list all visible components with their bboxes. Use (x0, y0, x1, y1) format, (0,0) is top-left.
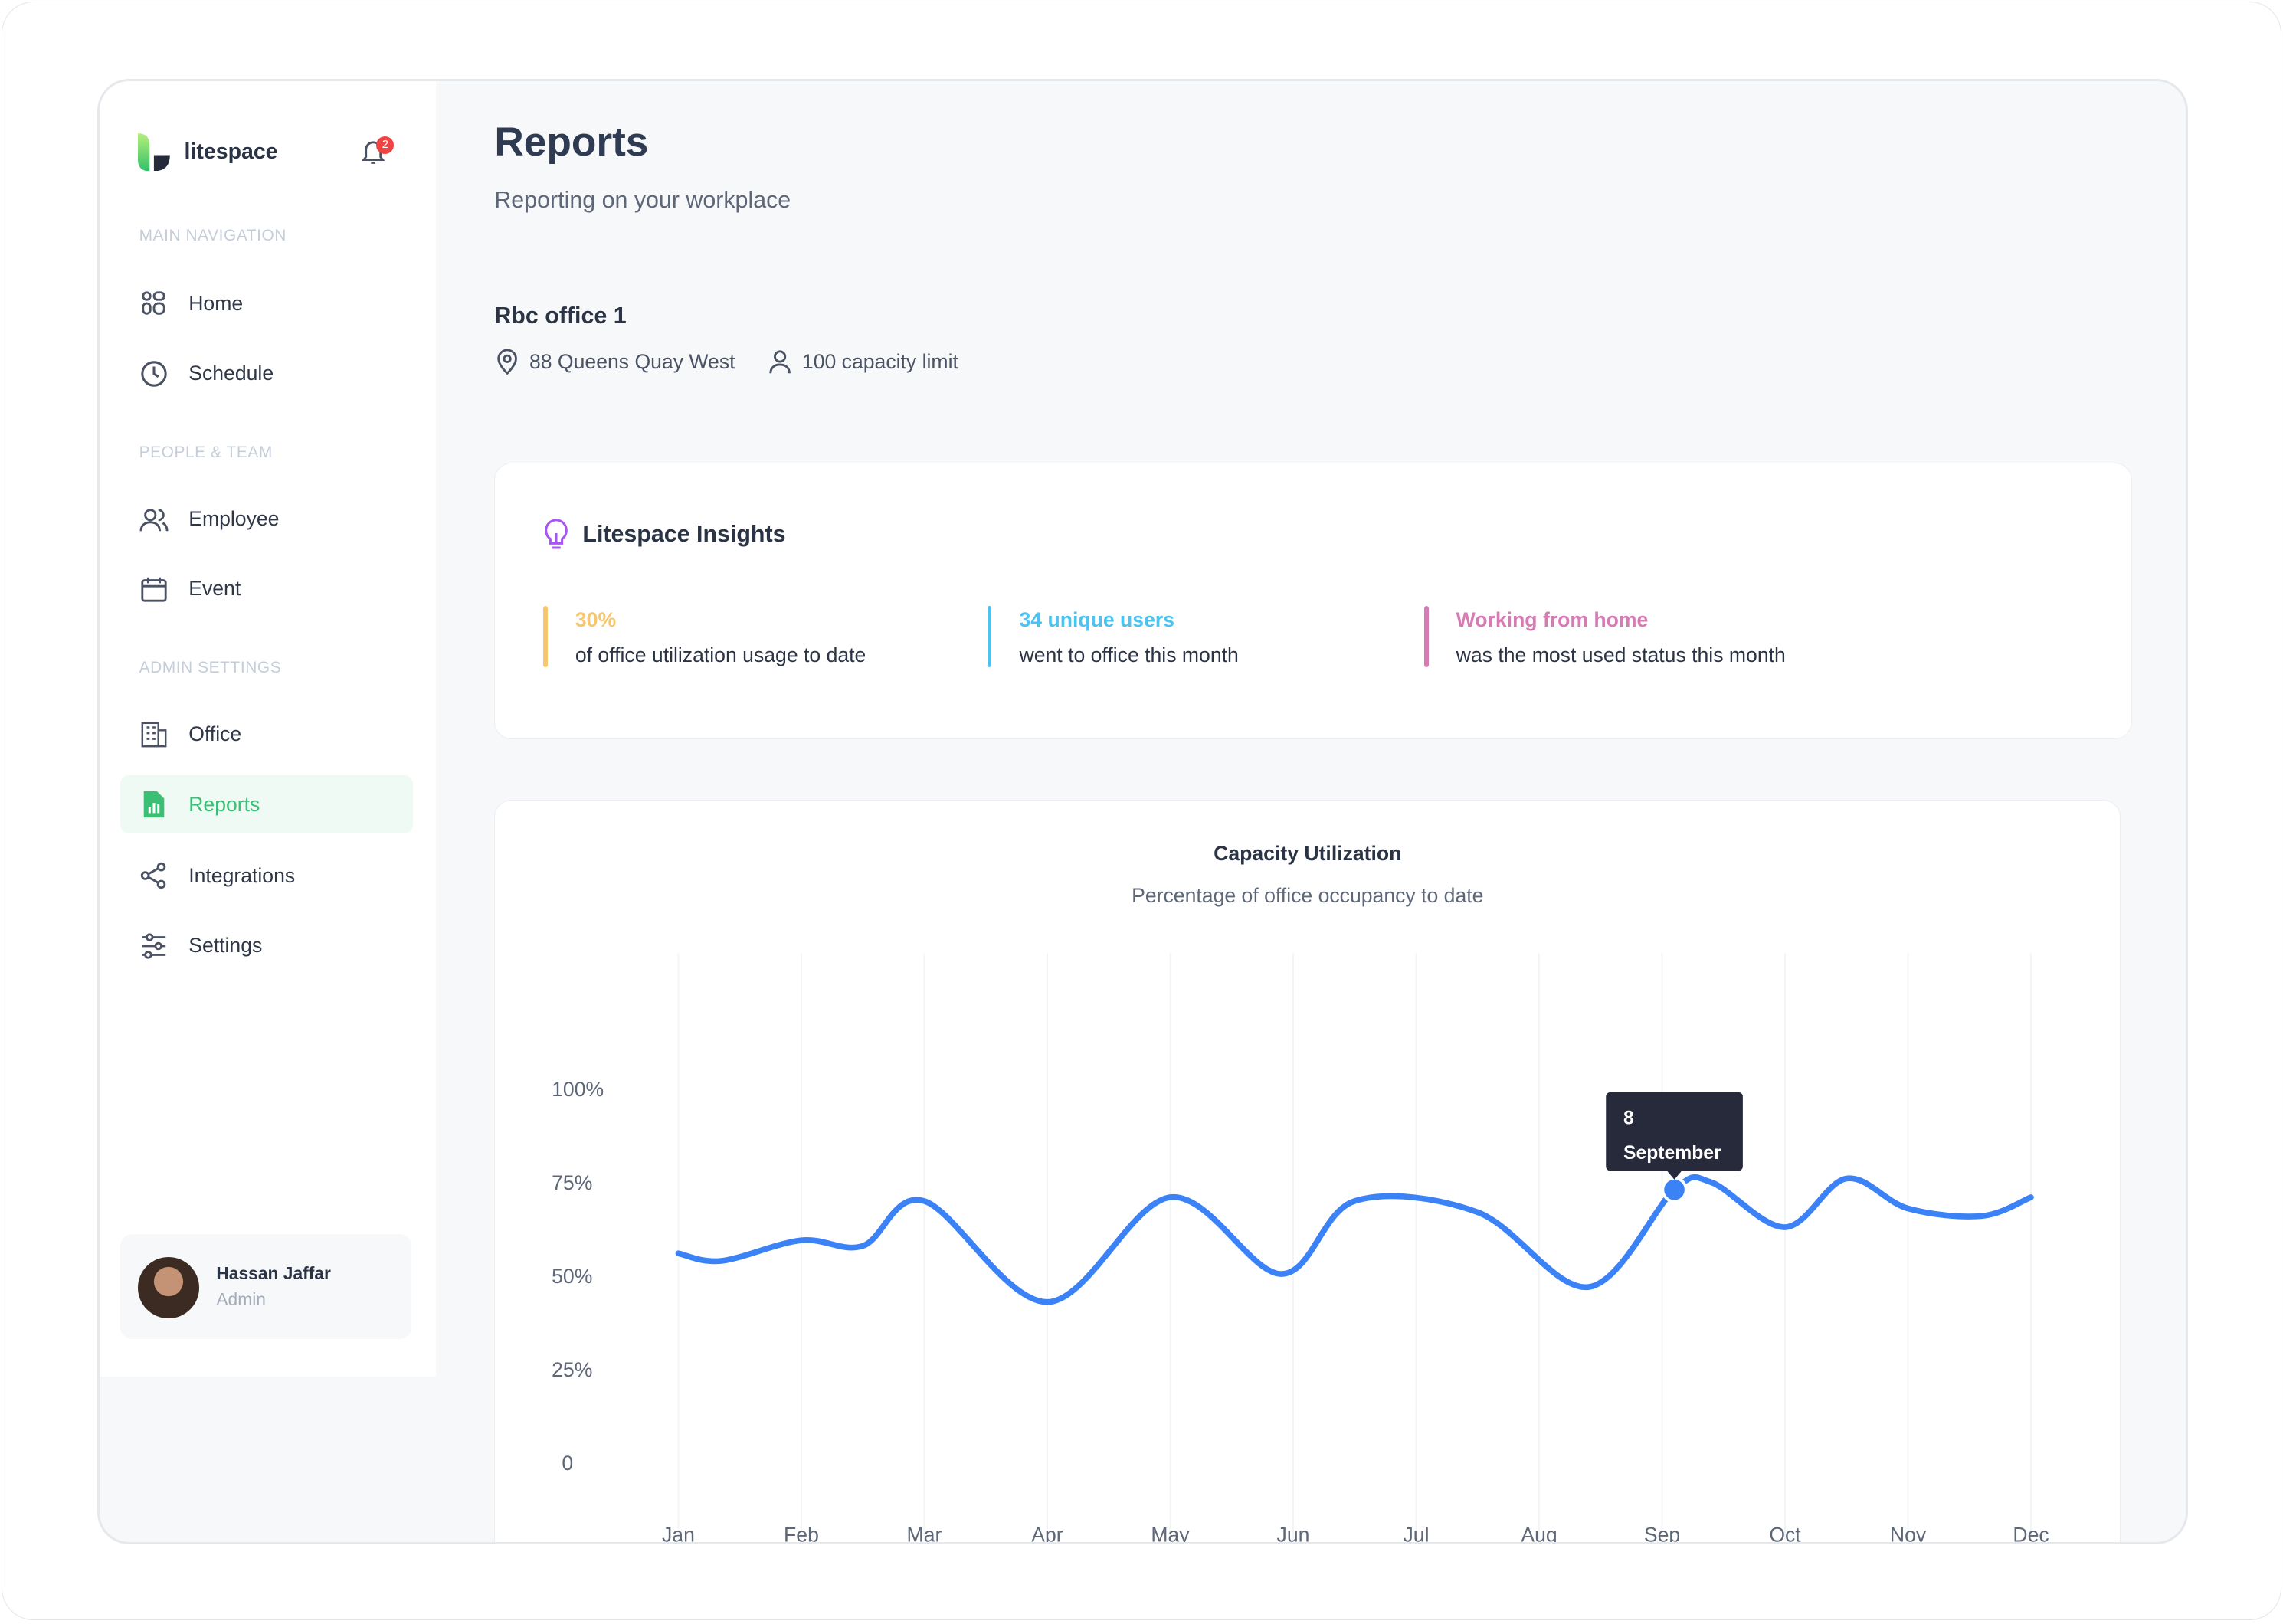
y-tick-label: 100% (552, 1078, 604, 1101)
sidebar-item-label: Integrations (188, 863, 296, 887)
sidebar-item-label: Office (188, 722, 242, 746)
y-tick-label: 50% (552, 1265, 592, 1288)
tooltip-label: September (1623, 1144, 1721, 1164)
grid-icon (141, 291, 165, 316)
sidebar-item-event[interactable]: Event (120, 560, 413, 618)
share-icon (140, 863, 165, 889)
user-role: Admin (216, 1289, 266, 1310)
insight-highlight: 34 unique users (1019, 607, 1174, 631)
insight-status: Working from home was the most used statu… (1423, 603, 1786, 673)
insights-title: Litespace Insights (582, 521, 786, 548)
capacity-chart-card: Capacity Utilization Percentage of offic… (494, 800, 2121, 1545)
insights-card: Litespace Insights 30% of office utilizat… (494, 462, 2133, 739)
chart-subtitle: Percentage of office occupancy to date (1132, 883, 1484, 907)
sidebar-item-integrations[interactable]: Integrations (120, 846, 413, 905)
tooltip-arrow (1667, 1171, 1682, 1180)
bell-icon[interactable] (362, 139, 385, 165)
x-tick-label: Jun (1277, 1524, 1310, 1545)
avatar (137, 1257, 199, 1319)
office-capacity: 100 capacity limit (767, 349, 958, 375)
notification-badge: 2 (376, 136, 395, 154)
sidebar-item-office[interactable]: Office (120, 706, 413, 764)
tooltip-box (1606, 1092, 1744, 1171)
user-name: Hassan Jaffar (216, 1262, 331, 1283)
data-point (1661, 1177, 1689, 1203)
line-chart: Jan Feb Mar Apr May Jun Jul Aug Sep Oct Nov Dec 0 25%… (552, 954, 2049, 1545)
clock-icon (140, 360, 167, 387)
insight-text: of office utilization usage to date (575, 643, 866, 666)
sidebar-item-label: Schedule (188, 362, 274, 385)
sidebar-item-label: Reports (188, 792, 260, 816)
address-text: 88 Queens Quay West (529, 349, 735, 373)
x-tick-label: Oct (1770, 1524, 1802, 1545)
brand-name: litespace (184, 139, 278, 165)
x-tick-label: Jul (1404, 1524, 1430, 1545)
x-tick-label: Apr (1032, 1524, 1064, 1545)
series-line (676, 1174, 2035, 1305)
chart-title: Capacity Utilization (1214, 841, 1402, 865)
litespace-logo-icon (137, 133, 170, 172)
user-profile[interactable]: Hassan Jaffar Admin (120, 1233, 412, 1339)
report-icon (143, 791, 164, 818)
insight-unique-users: 34 unique users went to office this month (987, 603, 1239, 673)
x-tick-label: Dec (2013, 1524, 2049, 1545)
logo[interactable]: litespace (137, 133, 278, 172)
page-subtitle: Reporting on your workplace (494, 187, 791, 214)
office-name: Rbc office 1 (494, 302, 627, 329)
y-tick-label: 75% (552, 1171, 592, 1194)
app-frame: litespace 2 MAIN NAVIGATION Home Schedul… (97, 78, 2189, 1545)
tooltip-value: 8 (1623, 1108, 1634, 1129)
office-address: 88 Queens Quay West (494, 349, 735, 375)
sidebar-item-label: Home (188, 291, 244, 315)
capacity-text: 100 capacity limit (801, 349, 958, 373)
x-tick-label: Aug (1521, 1524, 1557, 1545)
building-icon (141, 722, 167, 748)
y-tick-label: 25% (552, 1359, 592, 1382)
page-title: Reports (494, 120, 649, 165)
insight-utilization: 30% of office utilization usage to date (543, 603, 866, 673)
sidebar-item-label: Event (188, 577, 241, 601)
calendar-icon (141, 577, 167, 602)
sidebar: litespace 2 MAIN NAVIGATION Home Schedul… (100, 80, 437, 1377)
users-icon (139, 508, 169, 531)
section-main-navigation: MAIN NAVIGATION (139, 226, 287, 244)
x-tick-label: Sep (1644, 1524, 1680, 1545)
x-tick-label: Jan (662, 1524, 695, 1545)
x-tick-label: Mar (907, 1524, 942, 1545)
sidebar-item-label: Employee (188, 507, 280, 531)
insight-text: went to office this month (1019, 643, 1239, 666)
location-pin-icon (497, 349, 518, 375)
sidebar-item-reports[interactable]: Reports (120, 775, 413, 834)
x-tick-label: Feb (784, 1524, 819, 1545)
sidebar-item-home[interactable]: Home (120, 274, 413, 332)
x-tick-label: May (1151, 1524, 1191, 1545)
insight-text: was the most used status this month (1456, 643, 1786, 666)
sidebar-item-schedule[interactable]: Schedule (120, 345, 413, 403)
insight-highlight: 30% (575, 607, 617, 631)
person-icon (769, 350, 791, 374)
sidebar-item-settings[interactable]: Settings (120, 917, 413, 975)
section-admin-settings: ADMIN SETTINGS (139, 659, 282, 677)
sidebar-item-label: Settings (188, 934, 263, 957)
y-tick-label: 0 (562, 1452, 574, 1475)
section-people-team: PEOPLE & TEAM (139, 443, 273, 461)
sidebar-item-employee[interactable]: Employee (120, 490, 413, 548)
sliders-icon (142, 932, 165, 959)
lightbulb-icon (545, 519, 568, 549)
x-tick-label: Nov (1890, 1524, 1927, 1545)
insight-highlight: Working from home (1456, 607, 1649, 631)
